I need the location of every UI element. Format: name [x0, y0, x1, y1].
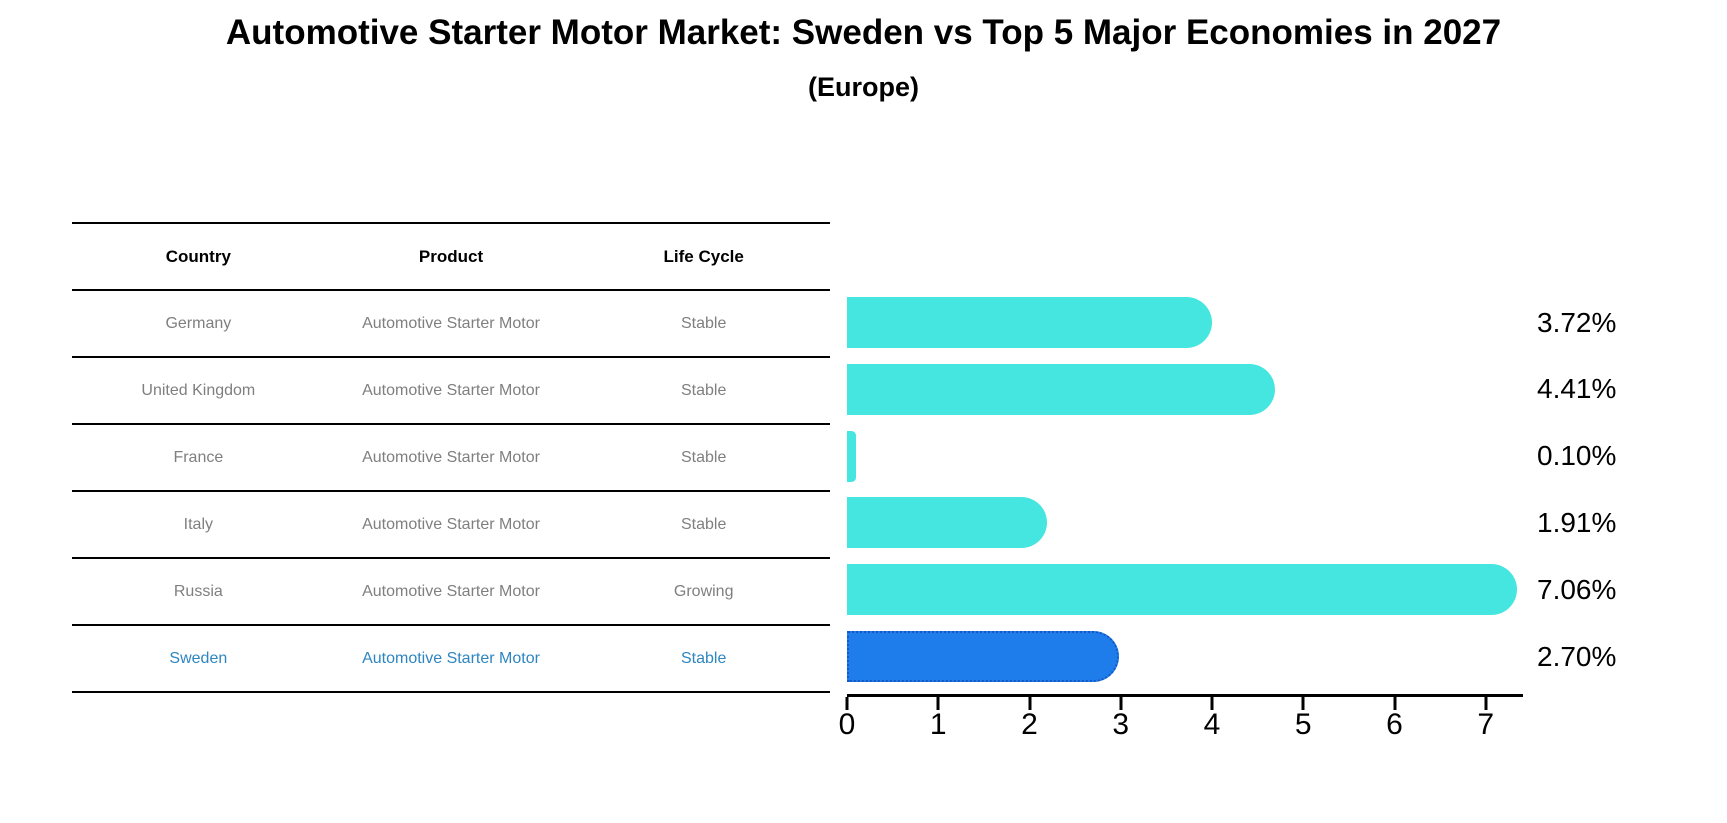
- bar-italy: [847, 497, 1048, 549]
- x-axis-tick-label: 6: [1386, 708, 1403, 741]
- life-cycle-cell: Stable: [680, 448, 727, 466]
- product-cell: Automotive Starter Motor: [362, 515, 540, 533]
- bar-united-kingdom: [847, 363, 1276, 415]
- bar-france: [847, 430, 857, 482]
- chart-title: Automotive Starter Motor Market: Sweden …: [225, 13, 1502, 52]
- country-cell: Italy: [183, 515, 213, 533]
- product-cell: Automotive Starter Motor: [362, 314, 540, 332]
- value-label-sweden: 2.70%: [1537, 640, 1617, 672]
- bar-russia: [847, 564, 1518, 616]
- value-label-germany: 3.72%: [1537, 306, 1617, 338]
- bar-sweden: [847, 631, 1120, 682]
- table-row-germany: Germany Automotive Starter Motor Stable: [72, 289, 830, 356]
- x-axis-tick: [1301, 697, 1305, 710]
- country-cell: Germany: [165, 314, 232, 332]
- value-label-russia: 7.06%: [1537, 573, 1617, 605]
- x-axis-tick-label: 5: [1294, 708, 1312, 741]
- life-cycle-cell: Growing: [673, 582, 734, 600]
- column-header-product: Product: [418, 246, 484, 266]
- chart-subtitle: (Europe): [808, 72, 919, 102]
- x-axis-tick: [845, 697, 849, 710]
- table-header-row: Country Product Life Cycle: [72, 222, 830, 289]
- table-row-france: France Automotive Starter Motor Stable: [72, 423, 830, 490]
- x-axis-tick-label: 4: [1203, 708, 1221, 741]
- life-cycle-cell: Stable: [680, 314, 727, 332]
- country-cell: United Kingdom: [141, 381, 256, 399]
- x-axis-tick: [1393, 697, 1396, 710]
- country-cell: Sweden: [169, 649, 228, 667]
- life-cycle-cell: Stable: [680, 649, 727, 667]
- x-axis-tick: [1484, 697, 1488, 710]
- table-row-sweden: Sweden Automotive Starter Motor Stable: [72, 624, 830, 693]
- value-label-france: 0.10%: [1537, 440, 1617, 472]
- product-cell: Automotive Starter Motor: [362, 649, 540, 667]
- x-axis-tick-label: 0: [838, 708, 856, 741]
- life-cycle-cell: Stable: [680, 515, 727, 533]
- value-label-italy: 1.91%: [1537, 506, 1617, 538]
- product-cell: Automotive Starter Motor: [362, 381, 540, 399]
- value-label-united-kingdom: 4.41%: [1537, 373, 1617, 405]
- x-axis-tick: [1210, 697, 1214, 710]
- bar-germany: [847, 297, 1213, 348]
- x-axis-tick-label: 1: [929, 708, 947, 741]
- country-cell: Russia: [173, 582, 223, 600]
- x-axis-tick-label: 7: [1477, 708, 1495, 741]
- x-axis-tick: [1119, 697, 1123, 710]
- table-row-united-kingdom: United Kingdom Automotive Starter Motor St…: [72, 356, 830, 423]
- country-cell: France: [173, 448, 224, 466]
- product-cell: Automotive Starter Motor: [362, 582, 540, 600]
- column-header-country: Country: [165, 246, 231, 266]
- product-cell: Automotive Starter Motor: [362, 448, 540, 466]
- x-axis-tick-label: 3: [1112, 708, 1130, 741]
- table-row-russia: Russia Automotive Starter Motor Growing: [72, 557, 830, 624]
- country-table: Country Product Life Cycle Germany Automo…: [72, 222, 830, 693]
- x-axis-tick: [936, 697, 940, 710]
- x-axis-line: [847, 694, 1523, 697]
- x-axis-tick-label: 2: [1021, 708, 1038, 741]
- table-row-italy: Italy Automotive Starter Motor Stable: [72, 490, 830, 557]
- life-cycle-cell: Stable: [680, 381, 727, 399]
- x-axis-tick: [1028, 697, 1031, 710]
- column-header-life-cycle: Life Cycle: [663, 246, 744, 266]
